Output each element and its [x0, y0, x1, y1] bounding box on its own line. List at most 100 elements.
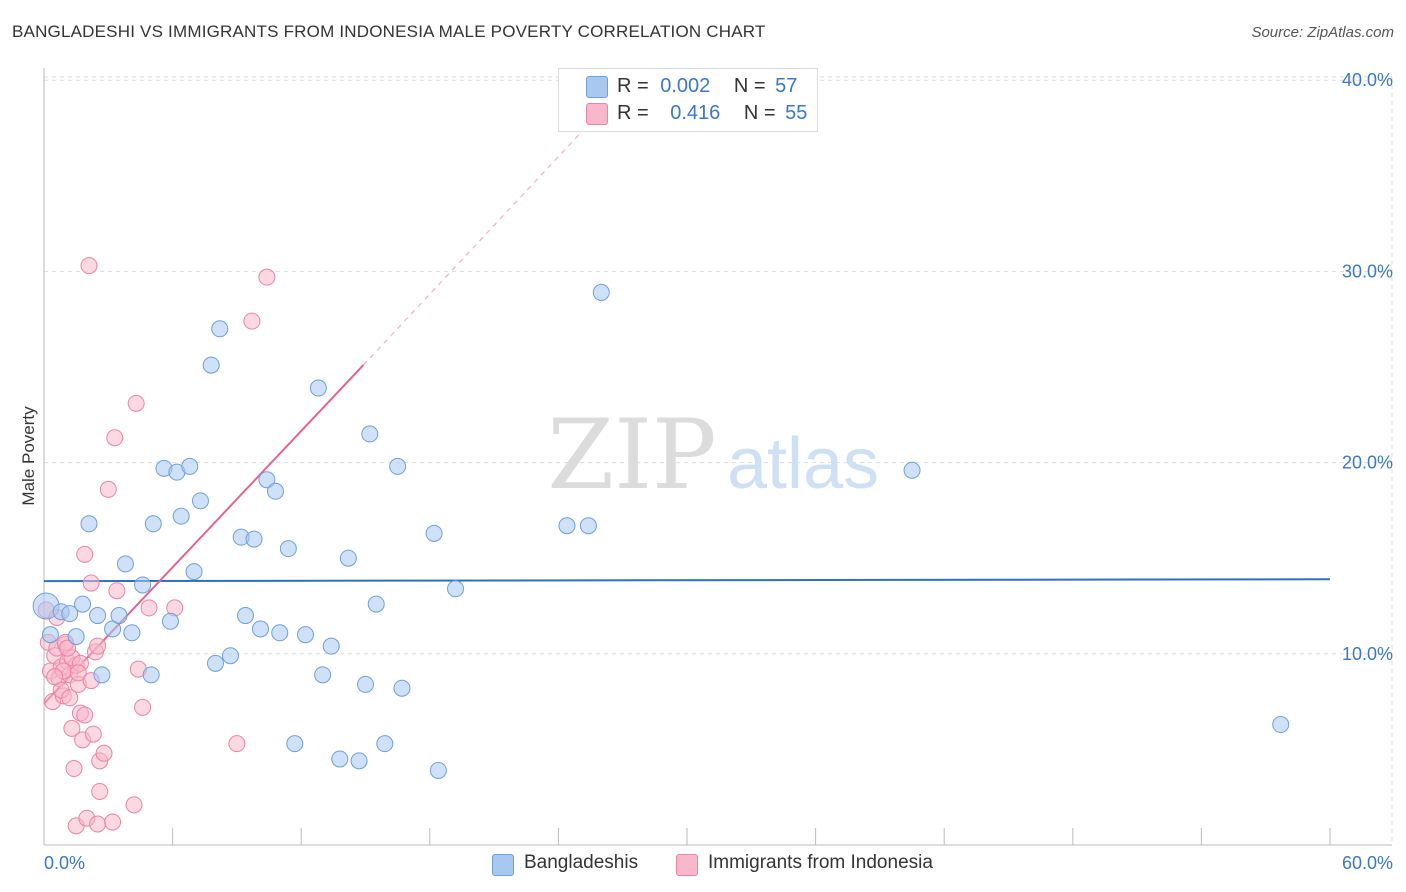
point-bangladeshis	[903, 461, 921, 479]
bottom-legend-indonesia: Immigrants from Indonesia	[708, 852, 933, 873]
point-bangladeshis	[123, 624, 141, 642]
point-bangladeshis	[191, 492, 209, 510]
bottom-legend-swatch-indonesia	[676, 854, 698, 876]
point-indonesia	[108, 582, 126, 600]
correlation-legend: R = 0.002 N = 57 R = 0.416 N = 55	[558, 68, 818, 132]
legend-swatch-indonesia	[586, 103, 608, 125]
legend-r-label: R =	[617, 102, 649, 124]
point-bangladeshis	[429, 761, 447, 779]
point-bangladeshis	[314, 666, 332, 684]
point-bangladeshis	[322, 637, 340, 655]
point-bangladeshis	[357, 675, 374, 693]
point-bangladeshis	[134, 576, 152, 594]
point-bangladeshis	[558, 517, 576, 535]
point-bangladeshis	[1272, 716, 1290, 734]
chart-title: BANGLADESHI VS IMMIGRANTS FROM INDONESIA…	[12, 22, 766, 41]
source-label: Source: ZipAtlas.com	[1251, 24, 1394, 41]
point-bangladeshis	[350, 752, 368, 770]
axes	[43, 68, 1392, 846]
point-bangladeshis	[592, 283, 610, 301]
point-bangladeshis	[144, 515, 162, 533]
point-bangladeshis	[296, 626, 314, 644]
y-tick-label: 40.0%	[1342, 70, 1393, 90]
point-bangladeshis	[331, 750, 349, 768]
point-bangladeshis	[286, 735, 304, 753]
point-bangladeshis	[93, 666, 111, 684]
y-tick-label: 10.0%	[1342, 644, 1393, 664]
tick-labels: 10.0% 20.0% 30.0% 40.0% 0.0% 60.0%	[44, 70, 1393, 873]
point-bangladeshis	[41, 626, 59, 644]
point-bangladeshis	[245, 530, 263, 548]
point-bangladeshis	[361, 425, 379, 443]
point-indonesia	[258, 268, 276, 286]
x-tick-label: 60.0%	[1342, 853, 1393, 873]
point-bangladeshis	[181, 457, 199, 475]
y-tick-label: 30.0%	[1342, 261, 1393, 281]
point-bangladeshis	[266, 482, 284, 500]
data-points	[32, 257, 1290, 835]
point-indonesia	[106, 429, 124, 447]
legend-r-value: 0.002	[660, 75, 711, 97]
legend-n-value: 57	[775, 75, 798, 97]
legend-r-label: R =	[617, 75, 649, 97]
point-bangladeshis	[211, 320, 229, 338]
point-indonesia	[89, 637, 107, 655]
point-indonesia	[104, 813, 122, 831]
point-bangladeshis	[309, 379, 327, 397]
y-tick-label: 20.0%	[1342, 453, 1393, 473]
watermark-atlas: atlas	[727, 424, 879, 504]
point-bangladeshis	[172, 507, 190, 525]
point-bangladeshis	[67, 628, 85, 646]
point-indonesia	[80, 257, 98, 275]
point-indonesia	[76, 706, 94, 724]
point-bangladeshis	[74, 595, 92, 613]
point-bangladeshis	[185, 563, 203, 581]
point-indonesia	[63, 719, 81, 737]
legend-n-value: 55	[785, 102, 808, 124]
legend-swatch-bangladeshis	[586, 76, 608, 98]
point-bangladeshis	[447, 580, 465, 598]
point-bangladeshis	[376, 735, 394, 753]
point-bangladeshis	[367, 595, 385, 613]
point-bangladeshis	[89, 607, 107, 625]
point-indonesia	[140, 599, 158, 617]
legend-n-label: N =	[733, 75, 766, 97]
point-bangladeshis	[61, 605, 79, 623]
point-bangladeshis	[206, 654, 224, 672]
point-indonesia	[89, 815, 107, 833]
point-bangladeshis	[425, 524, 443, 542]
point-indonesia	[59, 639, 77, 657]
point-indonesia	[69, 664, 87, 682]
point-indonesia	[84, 725, 102, 743]
point-bangladeshis	[251, 620, 269, 638]
point-bangladeshis	[279, 540, 297, 558]
point-bangladeshis	[142, 666, 160, 684]
point-indonesia	[95, 744, 113, 762]
point-bangladeshis	[221, 647, 239, 665]
point-bangladeshis	[393, 679, 411, 697]
point-indonesia	[91, 782, 109, 800]
point-bangladeshis	[110, 607, 128, 625]
point-indonesia	[82, 574, 100, 592]
point-indonesia	[76, 545, 94, 563]
point-indonesia	[125, 796, 143, 814]
legend-r-value: 0.416	[670, 102, 721, 124]
point-indonesia	[243, 312, 261, 330]
point-bangladeshis	[80, 515, 98, 533]
bottom-legend-bangladeshis: Bangladeshis	[524, 852, 639, 873]
point-indonesia	[127, 394, 145, 412]
point-indonesia	[61, 689, 79, 707]
trend-line-indonesia-extension	[362, 110, 602, 366]
x-tick-label: 0.0%	[44, 853, 85, 873]
point-bangladeshis	[236, 607, 254, 625]
point-bangladeshis	[579, 517, 597, 535]
legend-row-bangladeshis: R = 0.002 N = 57	[617, 74, 797, 98]
point-indonesia	[99, 480, 117, 498]
grid-lines	[44, 76, 1393, 845]
point-bangladeshis	[258, 471, 276, 489]
point-indonesia	[134, 698, 152, 716]
legend-row-indonesia: R = 0.416 N = 55	[617, 101, 807, 125]
point-bangladeshis	[271, 624, 289, 642]
legend-n-label: N =	[743, 102, 776, 124]
